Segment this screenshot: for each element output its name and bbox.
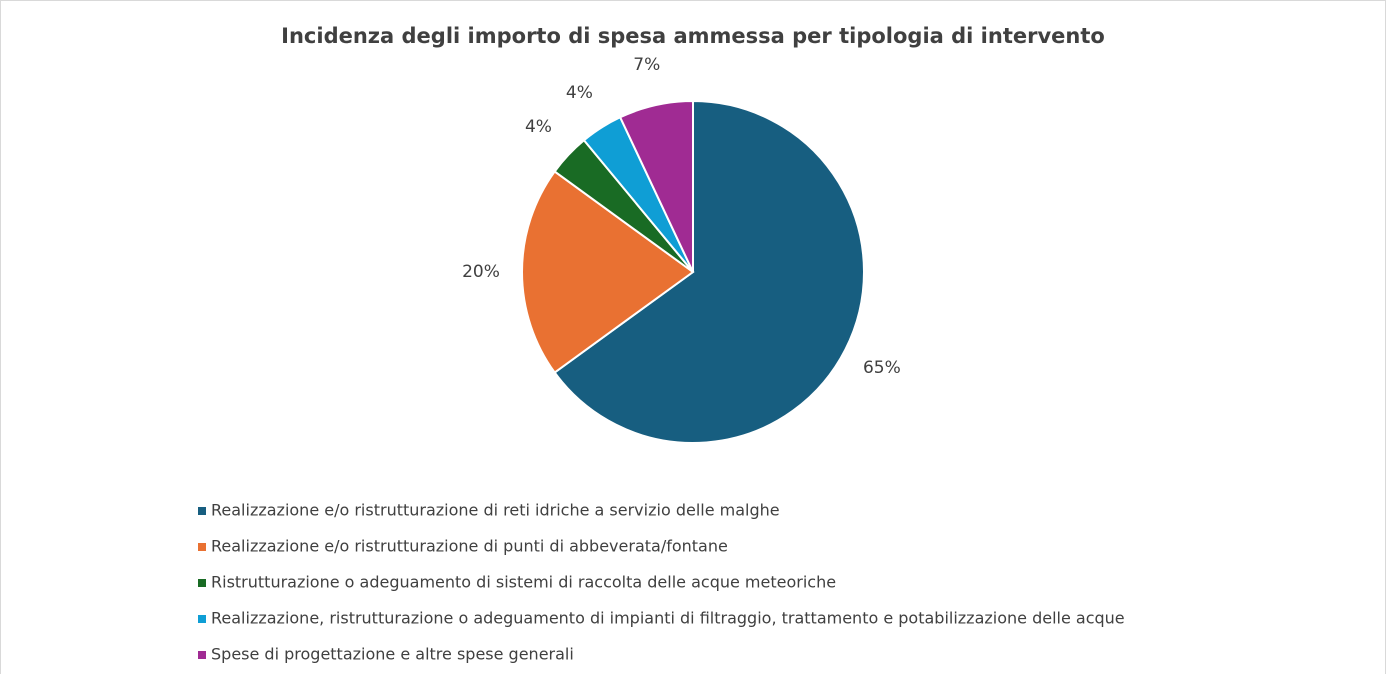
legend-label: Ristrutturazione o adeguamento di sistem… <box>211 573 836 592</box>
legend-label: Realizzazione, ristrutturazione o adegua… <box>211 609 1125 628</box>
data-label: 65% <box>863 358 901 378</box>
pie-slice <box>618 99 694 273</box>
data-label: 7% <box>633 55 660 75</box>
legend-swatch <box>198 579 206 587</box>
legend-swatch <box>198 651 206 659</box>
legend-label: Realizzazione e/o ristrutturazione di re… <box>211 501 780 520</box>
legend-swatch <box>198 615 206 623</box>
legend-label: Spese di progettazione e altre spese gen… <box>211 645 574 664</box>
data-label: 20% <box>462 262 500 282</box>
legend-swatch <box>198 543 206 551</box>
data-label: 4% <box>525 117 552 137</box>
pie-slice <box>553 99 865 444</box>
data-label: 4% <box>566 83 593 103</box>
legend-swatch <box>198 507 206 515</box>
chart-title: Incidenza degli importo di spesa ammessa… <box>281 24 1105 48</box>
pie-slice <box>521 170 695 374</box>
legend-label: Realizzazione e/o ristrutturazione di pu… <box>211 537 728 556</box>
